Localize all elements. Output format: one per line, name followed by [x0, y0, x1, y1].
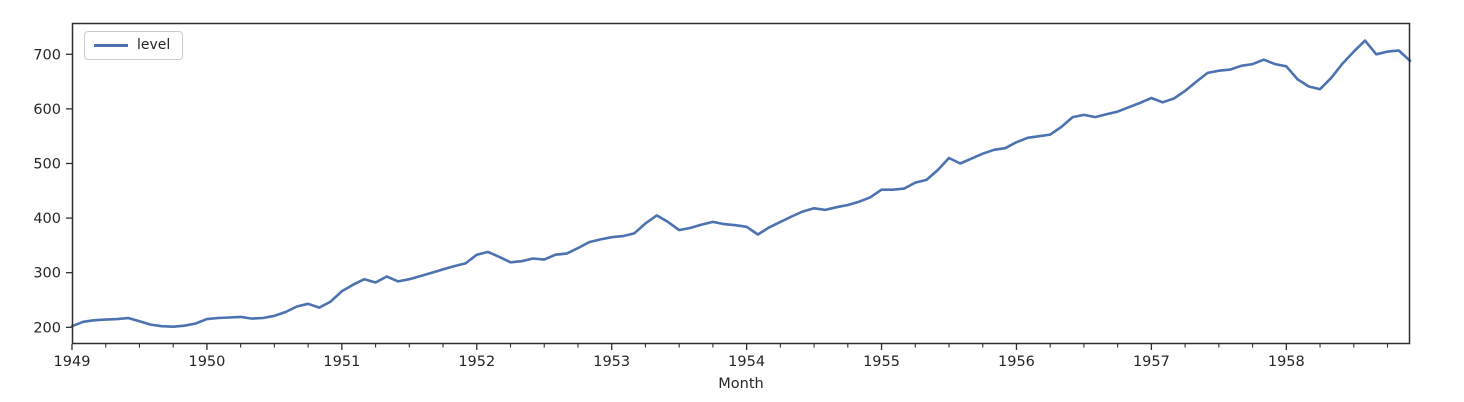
x-axis-title: Month [718, 376, 764, 392]
x-tick-label: 1949 [54, 354, 91, 370]
x-tick-label: 1956 [998, 354, 1035, 370]
x-tick-label: 1950 [188, 354, 225, 370]
legend-label: level [137, 37, 171, 53]
y-tick-label: 200 [33, 320, 61, 336]
y-tick-label: 500 [33, 156, 61, 172]
x-tick-label: 1951 [323, 354, 360, 370]
y-tick-label: 600 [33, 102, 61, 118]
x-tick-label: 1954 [728, 354, 765, 370]
x-tick-label: 1957 [1133, 354, 1170, 370]
x-tick-label: 1958 [1268, 354, 1305, 370]
y-tick-label: 400 [33, 211, 61, 227]
legend-line-sample-icon [94, 44, 128, 47]
plot-border [71, 22, 1411, 345]
legend: level [84, 31, 184, 60]
x-tick-label: 1953 [593, 354, 630, 370]
data-line-level [70, 39, 1412, 329]
y-tick-label: 300 [33, 266, 61, 282]
x-tick-label: 1952 [458, 354, 495, 370]
x-tick-label: 1955 [863, 354, 900, 370]
y-tick-label: 700 [33, 47, 61, 63]
